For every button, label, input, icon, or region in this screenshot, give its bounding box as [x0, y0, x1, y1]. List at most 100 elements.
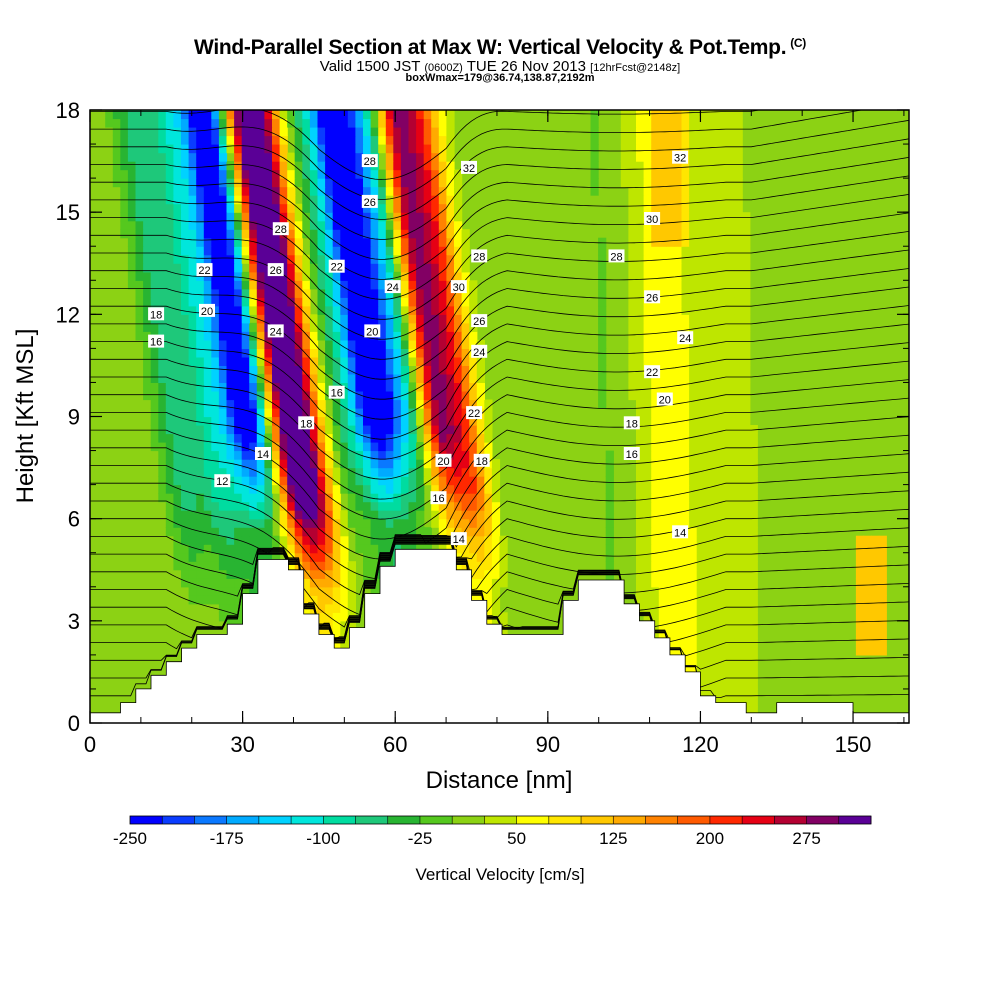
- velocity-cell: [355, 416, 364, 426]
- velocity-cell: [309, 118, 319, 128]
- velocity-cell: [681, 459, 690, 469]
- velocity-cell: [279, 416, 288, 426]
- velocity-cell: [347, 220, 356, 230]
- velocity-cell: [643, 169, 652, 179]
- velocity-cell: [727, 110, 736, 120]
- velocity-cell: [363, 118, 372, 128]
- velocity-cell: [719, 110, 728, 120]
- velocity-cell: [393, 118, 402, 128]
- velocity-cell: [249, 135, 258, 145]
- velocity-cell: [378, 263, 387, 273]
- velocity-cell: [218, 467, 228, 477]
- velocity-cell: [378, 408, 387, 418]
- velocity-cell: [347, 493, 356, 503]
- velocity-cell: [256, 314, 265, 324]
- velocity-cell: [218, 186, 228, 196]
- velocity-cell: [476, 510, 485, 520]
- velocity-cell: [363, 382, 372, 392]
- velocity-cell: [347, 476, 356, 486]
- velocity-cell: [203, 459, 212, 469]
- velocity-cell: [302, 331, 311, 341]
- velocity-cell: [241, 271, 250, 281]
- velocity-cell: [363, 127, 372, 137]
- velocity-cell: [689, 663, 698, 673]
- velocity-cell: [696, 373, 705, 383]
- velocity-cell: [651, 382, 660, 392]
- velocity-cell: [689, 595, 698, 605]
- velocity-cell: [241, 391, 250, 401]
- velocity-cell: [188, 373, 197, 383]
- velocity-cell: [408, 118, 417, 128]
- velocity-cell: [363, 527, 372, 537]
- theta-contour-line: [90, 360, 909, 480]
- velocity-cell: [658, 110, 667, 120]
- velocity-cell: [355, 544, 364, 554]
- velocity-cell: [226, 195, 235, 205]
- velocity-cell: [681, 348, 690, 358]
- velocity-cell: [317, 212, 326, 222]
- velocity-cell: [370, 510, 379, 520]
- velocity-cell: [416, 110, 425, 120]
- velocity-cell: [689, 373, 698, 383]
- velocity-cell: [719, 246, 728, 256]
- velocity-cell: [711, 612, 720, 622]
- velocity-cell: [143, 203, 152, 213]
- velocity-cell: [681, 220, 690, 230]
- velocity-cell: [378, 178, 387, 188]
- velocity-cell: [636, 382, 645, 392]
- velocity-cell: [226, 501, 235, 511]
- velocity-cell: [696, 365, 705, 375]
- velocity-cell: [651, 356, 660, 366]
- velocity-cell: [385, 493, 394, 503]
- velocity-cell: [719, 654, 728, 664]
- contour-label: 22: [328, 259, 345, 274]
- velocity-cell: [696, 535, 705, 545]
- velocity-cell: [628, 391, 637, 401]
- velocity-cell: [696, 178, 705, 188]
- velocity-cell: [347, 254, 356, 264]
- contour-label-text: 18: [476, 456, 488, 468]
- velocity-cell: [461, 459, 470, 469]
- velocity-cell: [689, 314, 698, 324]
- velocity-cell: [696, 603, 705, 613]
- velocity-cell: [742, 501, 751, 511]
- velocity-cell: [438, 399, 447, 409]
- velocity-cell: [241, 408, 250, 418]
- velocity-cell: [651, 399, 660, 409]
- velocity-cell: [681, 127, 690, 137]
- velocity-cell: [711, 561, 720, 571]
- velocity-cell: [643, 195, 652, 205]
- velocity-cell: [256, 535, 265, 545]
- velocity-cell: [241, 280, 250, 290]
- velocity-cell: [689, 569, 698, 579]
- velocity-cell: [370, 263, 379, 273]
- velocity-cell: [203, 195, 212, 205]
- velocity-cell: [749, 510, 758, 520]
- velocity-cell: [469, 391, 478, 401]
- velocity-cell: [742, 671, 751, 681]
- velocity-cell: [469, 416, 478, 426]
- velocity-cell: [423, 305, 432, 315]
- velocity-cell: [272, 552, 281, 562]
- velocity-cell: [249, 348, 258, 358]
- velocity-cell: [355, 348, 364, 358]
- velocity-cell: [165, 399, 174, 409]
- velocity-cell: [711, 237, 720, 247]
- velocity-cell: [211, 595, 220, 605]
- velocity-cell: [499, 578, 508, 588]
- velocity-cell: [143, 152, 152, 162]
- velocity-cell: [158, 297, 167, 307]
- theta-contour-line: [90, 397, 909, 520]
- velocity-cell: [196, 569, 205, 579]
- velocity-cell: [878, 586, 887, 596]
- velocity-cell: [241, 450, 250, 460]
- contour-label-box: [672, 525, 689, 539]
- velocity-cell: [666, 356, 675, 366]
- velocity-cell: [264, 135, 273, 145]
- velocity-cell: [454, 476, 463, 486]
- velocity-cell: [711, 654, 720, 664]
- velocity-cell: [461, 433, 470, 443]
- velocity-cell: [355, 314, 364, 324]
- velocity-cell: [188, 254, 197, 264]
- velocity-cell: [256, 433, 265, 443]
